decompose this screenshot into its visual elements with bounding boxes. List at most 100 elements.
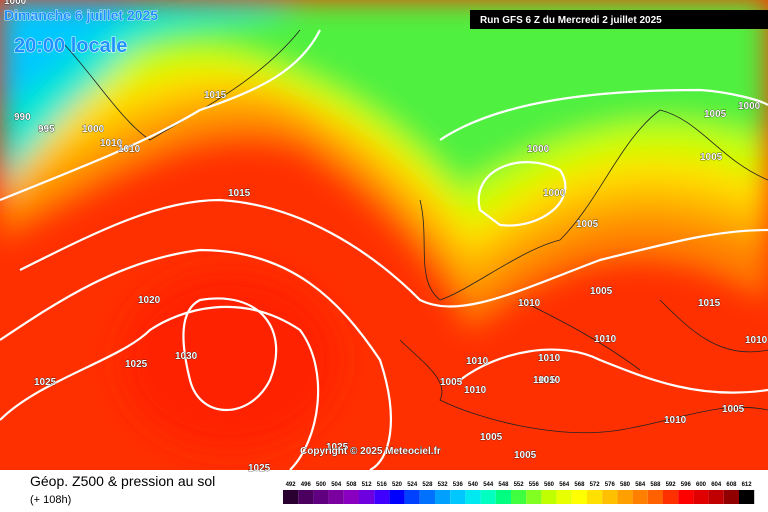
scale-swatch <box>359 490 375 504</box>
isobar-label: 995 <box>38 124 55 135</box>
scale-swatch <box>647 490 663 504</box>
scale-label: 504 <box>331 482 342 488</box>
scale-label: 596 <box>681 482 692 488</box>
scale-label: 516 <box>377 482 388 488</box>
isobar-label: 1010 <box>518 298 541 309</box>
scale-swatch <box>328 490 344 504</box>
isobar-label: 1025 <box>326 442 349 453</box>
scale-swatch <box>526 490 542 504</box>
scale-swatch <box>298 490 314 504</box>
isobar-label: 1000 <box>4 0 27 7</box>
scale-label: 612 <box>742 482 753 488</box>
scale-swatch <box>663 490 679 504</box>
scale-swatch <box>693 490 709 504</box>
footer-lead: (+ 108h) <box>30 494 71 506</box>
isobars <box>0 29 768 470</box>
isobar-label: 1015 <box>204 90 227 101</box>
isobar-label: 1010 <box>466 356 489 367</box>
isobar-labels: 1000 990 995 1000 1015 1010 1010 1015 1020 1025 10… <box>4 0 768 474</box>
run-info: Run GFS 6 Z du Mercredi 2 juillet 2025 <box>480 15 662 26</box>
scale-label: 508 <box>346 482 357 488</box>
isobar-label: 1000 <box>82 124 105 135</box>
scale-swatch <box>450 490 466 504</box>
copyright: Copyright © 2025 Meteociel.fr <box>300 446 441 457</box>
scale-swatch <box>283 490 299 504</box>
geopotential-field <box>0 0 768 470</box>
color-scale: 492 496 500 504 508 512 516 520 524 528 532 536 540 5… <box>283 482 755 504</box>
isobar-label: 990 <box>14 112 31 123</box>
isobar-label: 1010 <box>664 415 687 426</box>
isobar-label: 1030 <box>175 351 198 362</box>
isobar-label: 1005 <box>514 450 537 461</box>
isobar-label: 1000 <box>543 188 566 199</box>
isobar-label: 1025 <box>125 359 148 370</box>
scale-swatch <box>571 490 587 504</box>
scale-label: 560 <box>544 482 555 488</box>
isobar-label: 1005 <box>704 109 727 120</box>
scale-swatch <box>678 490 694 504</box>
isobar-label: 1005 <box>576 219 599 230</box>
scale-label: 556 <box>529 482 540 488</box>
isobar-label: 1010 <box>538 375 561 386</box>
scale-label: 496 <box>301 482 312 488</box>
scale-label: 536 <box>453 482 464 488</box>
map-date: Dimanche 6 juillet 2025 <box>4 7 158 23</box>
scale-swatch <box>465 490 481 504</box>
map-time: 20:00 locale <box>14 35 127 57</box>
scale-label: 544 <box>483 482 494 488</box>
isobar-label: 1010 <box>594 334 617 345</box>
scale-label: 524 <box>407 482 418 488</box>
scale-swatch <box>556 490 572 504</box>
isobar-label: 1005 <box>590 286 613 297</box>
scale-swatch <box>495 490 511 504</box>
scale-swatch <box>343 490 359 504</box>
scale-label: 528 <box>422 482 433 488</box>
scale-swatch <box>541 490 557 504</box>
isobar-label: 1010 <box>745 335 768 346</box>
isobar-label: 1005 <box>480 432 503 443</box>
isobar-label: 1020 <box>138 295 161 306</box>
scale-swatch <box>389 490 405 504</box>
scale-swatch <box>435 490 451 504</box>
scale-label: 492 <box>286 482 297 488</box>
scale-label: 584 <box>635 482 646 488</box>
isobar-label: 1005 <box>533 375 556 386</box>
isobar-label: 1025 <box>34 377 57 388</box>
scale-label: 568 <box>574 482 585 488</box>
scale-swatch <box>480 490 496 504</box>
scale-swatch <box>708 490 724 504</box>
isobar-label: 1015 <box>228 188 251 199</box>
isobar-label: 1005 <box>440 377 463 388</box>
isobar-label: 1025 <box>248 463 271 474</box>
scale-swatch <box>313 490 329 504</box>
scale-label: 520 <box>392 482 403 488</box>
isobar-label: 1010 <box>464 385 487 396</box>
scale-swatch <box>587 490 603 504</box>
isobar-label: 1010 <box>538 353 561 364</box>
footer-title: Géop. Z500 & pression au sol <box>30 473 215 489</box>
isobar-label: 1005 <box>722 404 745 415</box>
isobar-label: 1010 <box>118 144 141 155</box>
scale-swatch <box>419 490 435 504</box>
scale-swatch <box>617 490 633 504</box>
isobar-label: 1000 <box>738 101 761 112</box>
run-box <box>470 10 768 29</box>
scale-swatch <box>602 490 618 504</box>
scale-label: 540 <box>468 482 479 488</box>
scale-label: 600 <box>696 482 707 488</box>
scale-swatch <box>374 490 390 504</box>
scale-label: 608 <box>726 482 737 488</box>
scale-label: 588 <box>650 482 661 488</box>
scale-swatch <box>739 490 755 504</box>
scale-label: 552 <box>514 482 525 488</box>
scale-swatch <box>404 490 420 504</box>
scale-label: 592 <box>666 482 677 488</box>
isobar-label: 1015 <box>698 298 721 309</box>
coastlines <box>59 29 768 433</box>
isobar-label: 1005 <box>700 152 723 163</box>
scale-label: 548 <box>498 482 509 488</box>
scale-label: 500 <box>316 482 327 488</box>
scale-swatch <box>511 490 527 504</box>
